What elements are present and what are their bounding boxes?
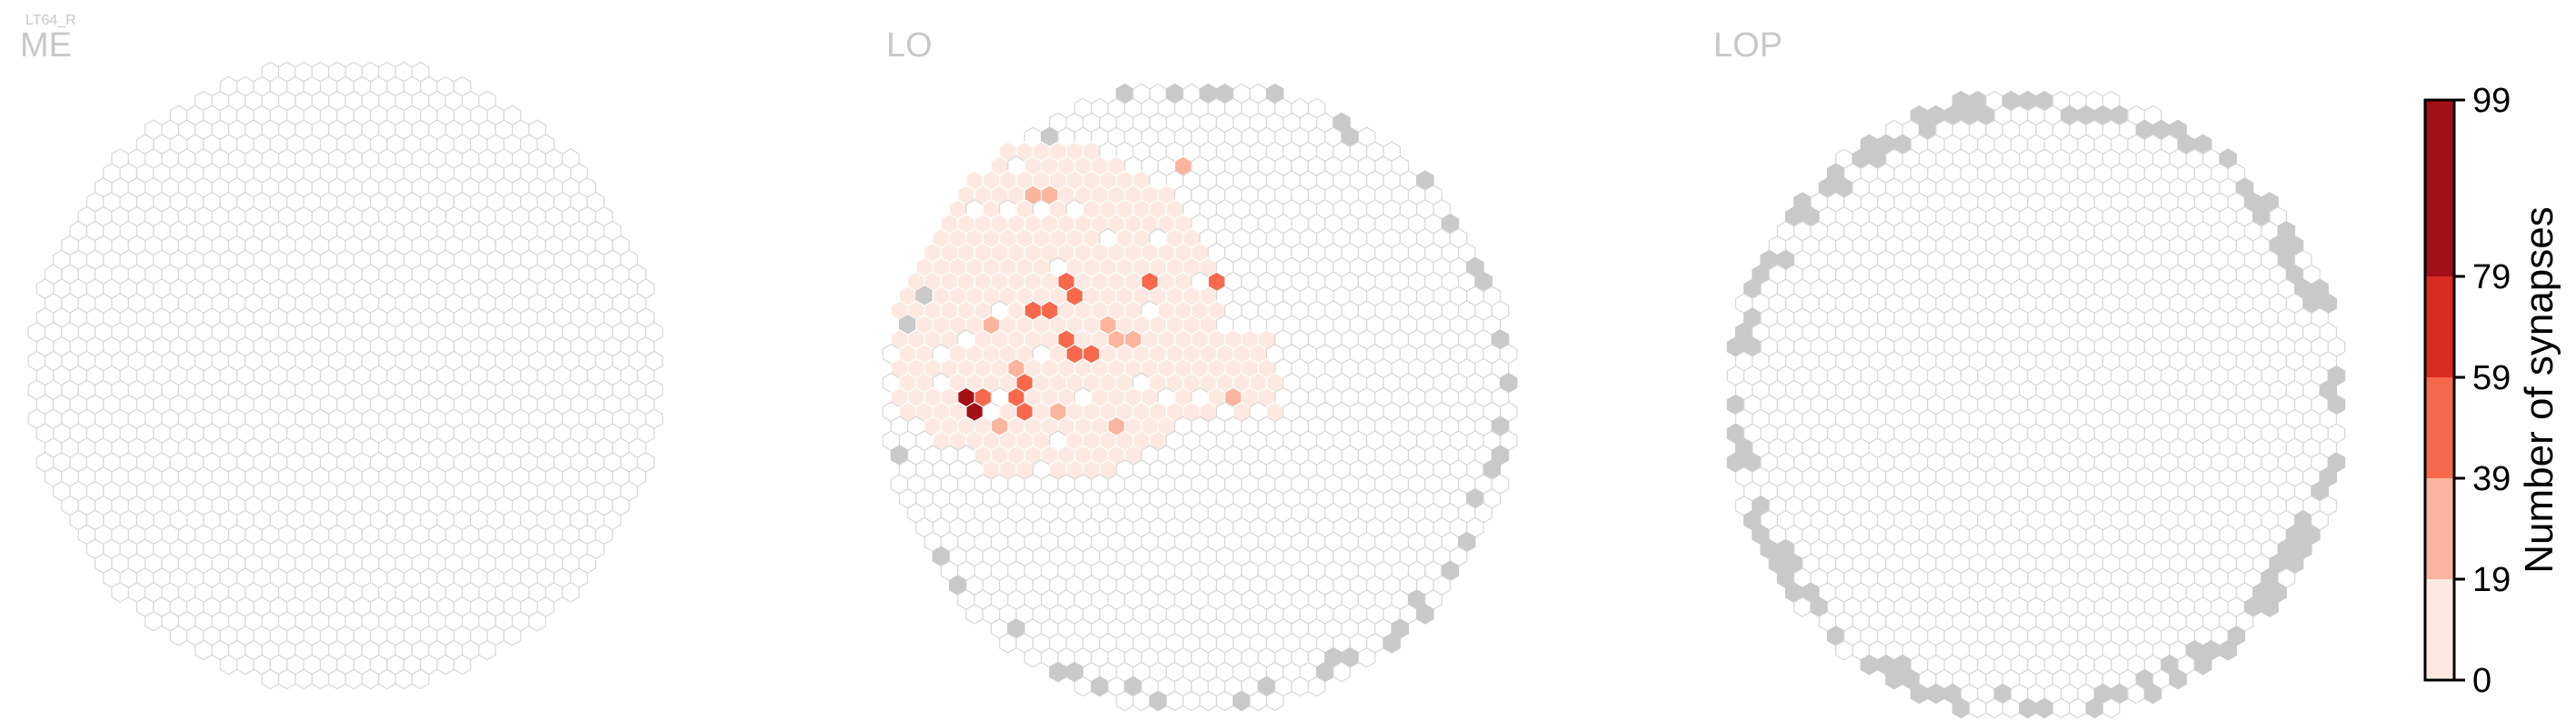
hex-cell — [145, 611, 163, 632]
colorbar-bin-3 — [2425, 276, 2454, 377]
hex-cell — [277, 668, 296, 690]
panel-label-lop: LOP — [1713, 26, 1782, 65]
hex-cell — [219, 654, 238, 676]
hex-cell — [1985, 697, 2003, 719]
hex-cell-no-column — [1091, 676, 1109, 697]
hex-cell — [361, 668, 380, 690]
hex-cell-no-column — [1149, 690, 1167, 712]
hex-cell — [1968, 697, 1987, 719]
hex-cell-no-column — [1383, 633, 1401, 654]
hex-cell — [453, 654, 472, 676]
hex-cell — [236, 654, 255, 676]
hex-cell — [1249, 690, 1268, 712]
hex-cell — [311, 668, 330, 690]
hex-cell-no-column — [2261, 596, 2279, 617]
colorbar-tick-2: 39 — [2472, 460, 2511, 498]
hex-cell — [528, 611, 546, 632]
hex-cell — [169, 625, 188, 646]
hex-cell — [1793, 596, 1812, 617]
hex-cell — [1307, 676, 1326, 697]
colorbar: 0 19 39 59 79 99 Number of synapses — [2423, 82, 2561, 700]
hex-cell — [1291, 676, 1309, 697]
colorbar-tick-3: 59 — [2472, 359, 2511, 397]
cell-type-label: LT64_R — [25, 13, 76, 28]
hex-cell — [562, 582, 580, 603]
hex-cell-no-column — [1885, 668, 1903, 690]
hex-cell — [965, 604, 983, 625]
panel-label-me: ME — [20, 26, 72, 65]
hex-cell — [1265, 690, 1284, 712]
hex-cell — [2052, 697, 2071, 719]
hex-cell — [2102, 697, 2121, 719]
hex-cell — [344, 668, 363, 690]
colorbar-bin-4 — [2425, 175, 2454, 276]
hex-cell — [999, 633, 1017, 654]
colorbar-tick-0: 0 — [2472, 662, 2491, 700]
hex-cell — [1132, 690, 1151, 712]
hex-cell — [1835, 640, 1853, 661]
hex-cell — [1165, 690, 1184, 712]
colorbar-bin-2 — [2425, 377, 2454, 478]
hex-cell-no-column — [1860, 654, 1879, 676]
hex-cell — [195, 639, 213, 661]
colorbar-tick-1: 19 — [2472, 561, 2511, 599]
hex-cell-no-column — [2085, 697, 2104, 719]
hex-cell-no-column — [1049, 661, 1067, 683]
hex-cell — [394, 668, 414, 690]
hex-cell — [1023, 646, 1043, 668]
panel-lop — [1726, 90, 2346, 719]
colorbar-bin-0 — [2425, 579, 2454, 680]
hex-cell-no-column — [2193, 654, 2212, 676]
hex-cell-no-column — [2019, 697, 2037, 719]
hex-cell — [1115, 690, 1134, 712]
hex-cell-no-column — [2219, 640, 2237, 661]
hex-cell — [478, 639, 496, 661]
hex-cell — [1357, 646, 1376, 668]
colorbar-top — [2425, 100, 2454, 175]
hex-cell — [111, 582, 129, 603]
hex-cell — [1333, 661, 1351, 683]
hex-cell-no-column — [2143, 683, 2162, 705]
hex-cell — [1199, 690, 1217, 712]
colorbar-label: Number of synapses — [2517, 206, 2561, 574]
panel-lo — [882, 83, 1518, 712]
panel-label-lo: LO — [886, 26, 933, 65]
hex-cell-no-column — [2169, 668, 2187, 690]
hex-cell — [2069, 697, 2087, 719]
hex-cell — [436, 654, 454, 676]
hex-cell-no-column — [1952, 697, 1971, 719]
hex-cell — [378, 668, 396, 690]
colorbar-tick-5: 99 — [2472, 82, 2511, 120]
hex-cell-no-column — [1910, 683, 1929, 705]
hex-cell-no-column — [1416, 604, 1434, 625]
hex-cell-no-column — [2035, 697, 2053, 719]
hex-cell — [411, 668, 430, 690]
colorbar-tick-4: 79 — [2472, 258, 2511, 296]
hex-cell — [2127, 683, 2145, 705]
hex-cell — [1183, 690, 1201, 712]
hex-cell — [295, 668, 313, 690]
colorbar-bin-1 — [2425, 478, 2454, 579]
hex-cell — [1215, 690, 1234, 712]
panel-me — [27, 61, 664, 690]
hex-cell — [503, 625, 522, 646]
hex-cell — [328, 668, 346, 690]
hex-cell-no-column — [1927, 683, 1945, 705]
hex-cell-no-column — [1233, 690, 1251, 712]
hex-cell — [261, 668, 280, 690]
hex-cell — [2002, 697, 2021, 719]
hex-cell — [1073, 676, 1093, 697]
